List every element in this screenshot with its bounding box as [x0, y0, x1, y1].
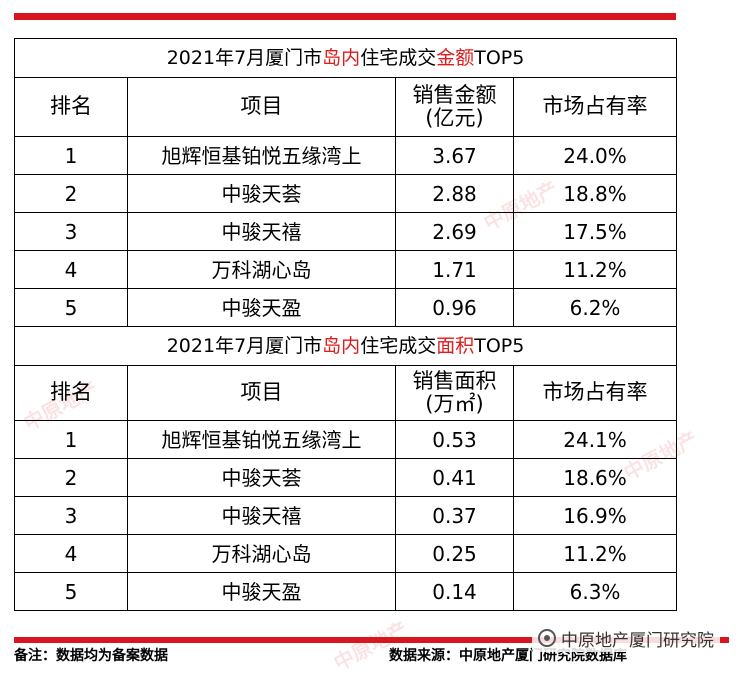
share-cell: 24.0%	[512, 136, 678, 175]
wechat-icon	[538, 629, 556, 647]
tables-container: 2021年7月厦门市岛内住宅成交金额TOP5 排名 项目 销售金额 (亿元) 市…	[13, 38, 678, 611]
wechat-account-badge[interactable]: 中原地产厦门研究院	[532, 624, 720, 652]
top-red-bar	[14, 13, 676, 20]
title-suffix: TOP5	[474, 46, 525, 69]
header-value: 销售面积 (万㎡)	[395, 365, 514, 421]
rank-cell: 1	[14, 136, 128, 175]
project-cell: 万科湖心岛	[127, 534, 396, 573]
title-highlight-metric: 面积	[436, 334, 475, 357]
table-row: 3 中骏天禧 2.69 17.5%	[14, 212, 678, 251]
rank-cell: 3	[14, 496, 128, 535]
share-cell: 16.9%	[512, 496, 678, 535]
value-cell: 0.14	[395, 572, 514, 611]
header-rank: 排名	[14, 77, 128, 137]
title-prefix: 2021年7月厦门市	[166, 334, 323, 357]
rank-cell: 2	[14, 458, 128, 497]
table-row: 2 中骏天荟 0.41 18.6%	[14, 458, 678, 497]
value-cell: 0.25	[395, 534, 514, 573]
share-cell: 24.1%	[512, 420, 678, 459]
table-row: 2 中骏天荟 2.88 18.8%	[14, 174, 678, 213]
value-cell: 0.96	[395, 288, 514, 327]
footer-source: 数据来源：中原地产厦门研究院数据库	[389, 648, 627, 664]
value-cell: 3.67	[395, 136, 514, 175]
bottom-red-bar	[14, 637, 729, 643]
project-cell: 中骏天盈	[127, 288, 396, 327]
title-mid: 住宅成交	[360, 46, 437, 69]
header-rank: 排名	[14, 365, 128, 421]
value-cell: 2.88	[395, 174, 514, 213]
title-mid: 住宅成交	[360, 334, 437, 357]
table-row: 1 旭辉恒基铂悦五缘湾上 0.53 24.1%	[14, 420, 678, 459]
share-cell: 18.8%	[512, 174, 678, 213]
header-project: 项目	[127, 77, 396, 137]
share-cell: 18.6%	[512, 458, 678, 497]
share-cell: 11.2%	[512, 250, 678, 289]
table-row: 5 中骏天盈 0.14 6.3%	[14, 572, 678, 611]
rank-cell: 3	[14, 212, 128, 251]
rank-cell: 4	[14, 534, 128, 573]
rank-cell: 2	[14, 174, 128, 213]
table-row: 3 中骏天禧 0.37 16.9%	[14, 496, 678, 535]
rank-cell: 4	[14, 250, 128, 289]
table-row: 5 中骏天盈 0.96 6.2%	[14, 288, 678, 327]
table-row: 1 旭辉恒基铂悦五缘湾上 3.67 24.0%	[14, 136, 678, 175]
project-cell: 中骏天禧	[127, 496, 396, 535]
value-cell: 0.37	[395, 496, 514, 535]
share-cell: 17.5%	[512, 212, 678, 251]
project-cell: 中骏天荟	[127, 458, 396, 497]
title-highlight-metric: 金额	[436, 46, 475, 69]
share-cell: 6.2%	[512, 288, 678, 327]
project-cell: 旭辉恒基铂悦五缘湾上	[127, 420, 396, 459]
title-suffix: TOP5	[474, 334, 525, 357]
title-highlight-island: 岛内	[322, 334, 361, 357]
header-share: 市场占有率	[512, 77, 678, 137]
project-cell: 中骏天盈	[127, 572, 396, 611]
amount-top5-table: 2021年7月厦门市岛内住宅成交金额TOP5 排名 项目 销售金额 (亿元) 市…	[13, 38, 678, 611]
value-cell: 2.69	[395, 212, 514, 251]
table-row: 4 万科湖心岛 1.71 11.2%	[14, 250, 678, 289]
account-name: 中原地产厦门研究院	[561, 630, 714, 651]
project-cell: 中骏天禧	[127, 212, 396, 251]
header-value-unit: (亿元)	[425, 106, 484, 130]
value-cell: 1.71	[395, 250, 514, 289]
title-prefix: 2021年7月厦门市	[166, 46, 323, 69]
header-project: 项目	[127, 365, 396, 421]
share-cell: 6.3%	[512, 572, 678, 611]
value-cell: 0.41	[395, 458, 514, 497]
header-value: 销售金额 (亿元)	[395, 77, 514, 137]
header-value-label: 销售面积	[412, 368, 497, 393]
rank-cell: 1	[14, 420, 128, 459]
project-cell: 万科湖心岛	[127, 250, 396, 289]
value-cell: 0.53	[395, 420, 514, 459]
table-title-area: 2021年7月厦门市岛内住宅成交面积TOP5	[13, 326, 678, 366]
rank-cell: 5	[14, 572, 128, 611]
share-cell: 11.2%	[512, 534, 678, 573]
project-cell: 中骏天荟	[127, 174, 396, 213]
rank-cell: 5	[14, 288, 128, 327]
table-title-amount: 2021年7月厦门市岛内住宅成交金额TOP5	[13, 38, 678, 78]
header-value-label: 销售金额	[412, 82, 497, 107]
title-highlight-island: 岛内	[322, 46, 361, 69]
footer-note: 备注：数据均为备案数据	[14, 648, 168, 664]
table-row: 4 万科湖心岛 0.25 11.2%	[14, 534, 678, 573]
project-cell: 旭辉恒基铂悦五缘湾上	[127, 136, 396, 175]
header-share: 市场占有率	[512, 365, 678, 421]
header-value-unit: (万㎡)	[425, 392, 484, 416]
